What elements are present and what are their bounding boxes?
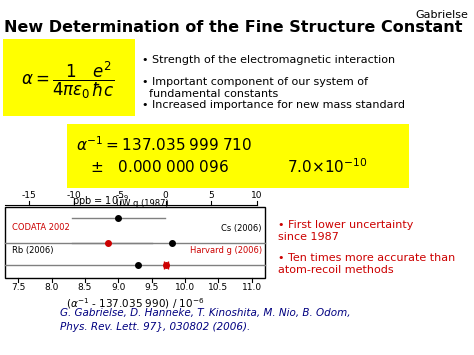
Text: $\pm \quad 0.000\;000\;096 \qquad\qquad 7.0{\times}10^{-10}$: $\pm \quad 0.000\;000\;096 \qquad\qquad … <box>90 157 368 176</box>
Text: ($\alpha^{-1}$ - 137.035 990) / 10$^{-6}$: ($\alpha^{-1}$ - 137.035 990) / 10$^{-6}… <box>66 296 204 311</box>
Text: 9.0: 9.0 <box>111 283 126 292</box>
Text: • Important component of our system of
  fundamental constants: • Important component of our system of f… <box>142 77 368 99</box>
Text: -10: -10 <box>67 191 82 200</box>
Text: Rb (2006): Rb (2006) <box>12 246 53 255</box>
Text: CODATA 2002: CODATA 2002 <box>12 224 69 233</box>
Text: 0: 0 <box>163 191 169 200</box>
Text: 11.0: 11.0 <box>242 283 262 292</box>
Text: -5: -5 <box>116 191 125 200</box>
Text: Harvard g (2006): Harvard g (2006) <box>190 246 262 255</box>
Text: 10: 10 <box>251 191 263 200</box>
Text: UW g (1987): UW g (1987) <box>116 199 168 208</box>
Text: Gabrielse: Gabrielse <box>415 10 468 20</box>
Text: G. Gabrielse, D. Hanneke, T. Kinoshita, M. Nio, B. Odom,: G. Gabrielse, D. Hanneke, T. Kinoshita, … <box>60 308 350 318</box>
FancyBboxPatch shape <box>67 124 409 188</box>
Text: 8.5: 8.5 <box>78 283 92 292</box>
FancyBboxPatch shape <box>3 39 135 116</box>
Text: 10.5: 10.5 <box>208 283 228 292</box>
Text: • Strength of the electromagnetic interaction: • Strength of the electromagnetic intera… <box>142 55 395 65</box>
Text: 8.0: 8.0 <box>45 283 59 292</box>
Text: Phys. Rev. Lett. 97}, 030802 (2006).: Phys. Rev. Lett. 97}, 030802 (2006). <box>60 322 250 332</box>
Text: 9.5: 9.5 <box>145 283 159 292</box>
Text: 10.0: 10.0 <box>175 283 195 292</box>
Text: $\alpha^{-1}=137.035\;999\;710$: $\alpha^{-1}=137.035\;999\;710$ <box>76 135 252 154</box>
Text: Cs (2006): Cs (2006) <box>221 224 262 233</box>
FancyBboxPatch shape <box>5 207 265 278</box>
Text: -15: -15 <box>21 191 36 200</box>
Text: $\alpha = \dfrac{1}{4\pi\varepsilon_0}\dfrac{e^2}{\hbar c}$: $\alpha = \dfrac{1}{4\pi\varepsilon_0}\d… <box>21 59 115 101</box>
Text: 7.5: 7.5 <box>11 283 26 292</box>
Text: 5: 5 <box>209 191 214 200</box>
Text: New Determination of the Fine Structure Constant: New Determination of the Fine Structure … <box>4 20 463 35</box>
Text: • First lower uncertainty
since 1987: • First lower uncertainty since 1987 <box>278 220 413 242</box>
Text: • Increased importance for new mass standard: • Increased importance for new mass stan… <box>142 100 405 110</box>
Text: ppb = 10$^{-9}$: ppb = 10$^{-9}$ <box>72 193 129 209</box>
Text: • Ten times more accurate than
atom-recoil methods: • Ten times more accurate than atom-reco… <box>278 253 455 275</box>
